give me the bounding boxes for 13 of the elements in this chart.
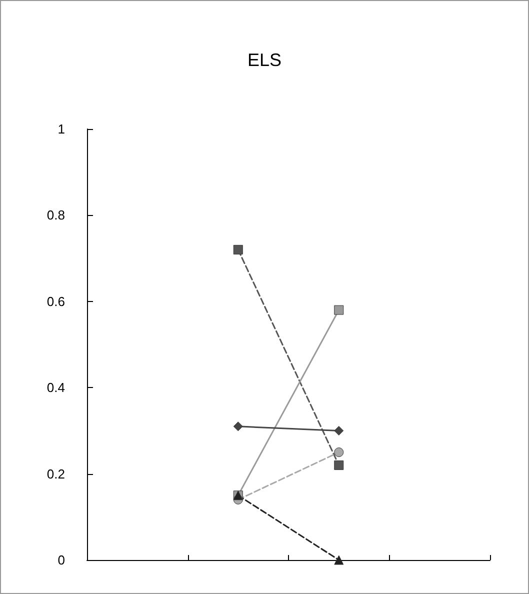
- y-tick-label: 0: [58, 552, 65, 568]
- point: [334, 426, 344, 436]
- point: [334, 460, 344, 470]
- point: [233, 244, 243, 254]
- point: [334, 448, 344, 457]
- point: [334, 305, 344, 315]
- y-tick-label: 0.6: [46, 294, 65, 309]
- y-tick-label: 0.2: [46, 466, 65, 482]
- y-tick-label: 0.8: [46, 208, 65, 223]
- y-tick-label: 1: [58, 122, 65, 136]
- y-tick-label: 0.4: [46, 380, 65, 396]
- chart-title: ELS: [247, 50, 282, 70]
- point: [233, 422, 243, 432]
